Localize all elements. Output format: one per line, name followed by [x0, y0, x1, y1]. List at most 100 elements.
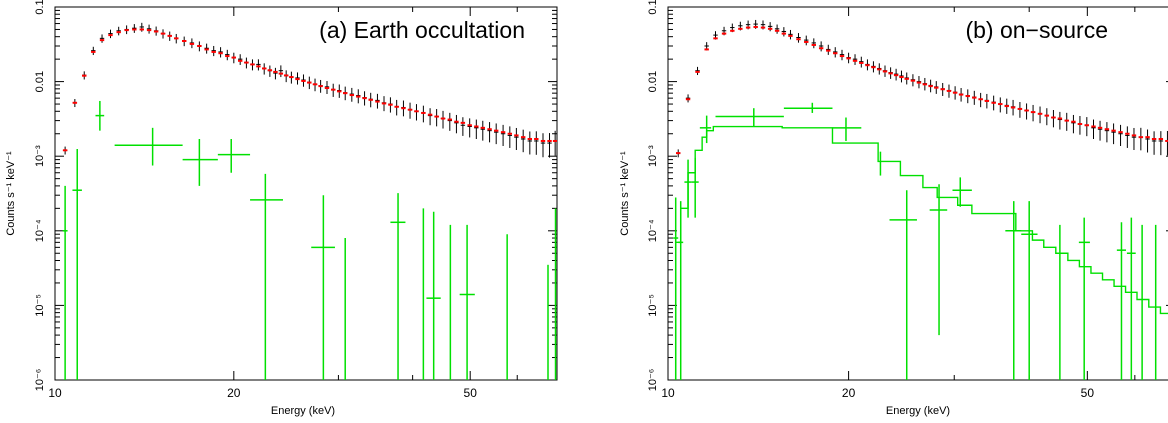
black-data-point — [818, 41, 824, 52]
black-data-point — [454, 114, 459, 134]
green-data-point — [62, 185, 68, 380]
black-data-point — [540, 133, 546, 158]
black-data-point — [421, 105, 426, 123]
x-tick-label: 10 — [661, 386, 675, 400]
y-tick-label: 10⁻⁶ — [34, 369, 46, 392]
green-data-point — [1005, 201, 1022, 380]
black-data-point — [467, 118, 472, 138]
y-tick-label: 0.01 — [647, 71, 659, 92]
green-data-point — [832, 117, 862, 141]
green-data-point — [1116, 222, 1127, 380]
green-data-point — [72, 148, 82, 380]
plot-area — [62, 22, 557, 380]
black-data-point — [547, 133, 552, 158]
black-data-point — [427, 108, 433, 126]
plot-area — [673, 19, 1168, 380]
x-axis-label: Energy (keV) — [271, 405, 335, 417]
green-data-point — [459, 224, 475, 380]
plot-frame — [667, 6, 1168, 381]
chart-panel-a: 10 20 50 10⁻⁶ 10⁻⁵ 10⁻⁴ 10⁻³ 0.01 0.1 Energy (keV… — [5, 0, 558, 417]
black-data-point — [1138, 127, 1144, 151]
black-data-point — [796, 33, 801, 43]
green-data-point — [929, 184, 948, 336]
black-data-point — [447, 112, 453, 131]
x-tick-label: 20 — [842, 386, 856, 400]
black-data-point — [788, 29, 793, 40]
y-axis-label: Counts s⁻¹ keV⁻¹ — [619, 151, 631, 236]
y-tick-label: 0.01 — [34, 71, 46, 92]
y-tick-label: 10⁻³ — [34, 145, 46, 167]
green-data-point — [250, 173, 283, 380]
black-data-point — [781, 27, 787, 37]
y-axis-label: Counts s⁻¹ keV⁻¹ — [5, 151, 17, 236]
black-data-point — [500, 124, 506, 147]
black-data-point — [1091, 119, 1096, 140]
black-data-point — [273, 67, 278, 80]
y-tick-label: 10⁻⁵ — [647, 294, 659, 317]
y-tick-label: 10⁻⁶ — [647, 369, 659, 392]
black-data-point — [527, 131, 533, 155]
black-data-point — [520, 129, 526, 153]
green-data-point — [311, 195, 335, 380]
black-data-point — [507, 126, 513, 148]
black-data-point — [278, 65, 284, 78]
black-data-point — [534, 131, 539, 155]
black-data-point — [1030, 104, 1036, 122]
black-data-point — [1037, 106, 1043, 124]
model-histogram-green — [675, 125, 1168, 380]
black-data-point — [1077, 116, 1083, 135]
y-tick-label: 10⁻⁴ — [647, 219, 659, 242]
black-data-point — [414, 104, 419, 121]
black-data-point — [480, 120, 485, 141]
black-data-point — [1084, 117, 1090, 137]
black-data-point — [1064, 112, 1069, 131]
green-data-point — [554, 208, 557, 380]
x-tick-label: 50 — [1081, 386, 1095, 400]
black-data-point — [1158, 131, 1164, 156]
black-data-point — [474, 119, 479, 140]
x-tick-label: 20 — [227, 386, 241, 400]
y-tick-label: 0.1 — [34, 0, 46, 15]
panel-label: (a) Earth occultation — [319, 17, 525, 43]
black-data-point — [493, 123, 499, 145]
green-data-point — [390, 193, 406, 380]
y-tick-label: 0.1 — [647, 0, 659, 15]
black-data-point — [804, 35, 809, 46]
chart-panel-b: 10 20 50 10⁻⁶ 10⁻⁵ 10⁻⁴ 10⁻³ 0.01 0.1 Energy (keV… — [619, 0, 1168, 417]
green-data-point — [1078, 217, 1090, 380]
black-data-point — [108, 29, 113, 39]
green-data-point — [1126, 217, 1136, 380]
y-tick-label: 10⁻³ — [647, 145, 659, 167]
green-data-point — [1021, 201, 1038, 380]
x-tick-label: 10 — [48, 386, 62, 400]
green-data-point — [783, 102, 833, 113]
black-data-point — [1111, 123, 1116, 145]
black-data-point — [1057, 111, 1063, 130]
black-data-point — [237, 54, 243, 65]
black-data-point — [116, 26, 121, 36]
black-data-point — [839, 49, 845, 61]
black-data-point — [1125, 126, 1130, 148]
green-data-point — [715, 108, 784, 127]
black-data-point — [1051, 109, 1056, 128]
black-data-point — [774, 24, 780, 34]
panel-label: (b) on−source — [965, 17, 1108, 43]
black-data-point — [487, 122, 492, 143]
y-tick-label: 10⁻⁴ — [34, 219, 46, 242]
black-data-point — [1131, 127, 1137, 151]
green-data-point — [182, 139, 218, 186]
black-data-point — [91, 46, 96, 56]
black-data-point — [99, 34, 105, 43]
black-data-point — [1071, 114, 1076, 134]
green-data-point — [114, 127, 183, 166]
black-data-point — [434, 109, 439, 127]
black-data-point — [1104, 122, 1110, 143]
black-data-point — [440, 110, 446, 129]
black-data-point — [460, 117, 466, 136]
black-data-point — [811, 38, 817, 49]
green-data-point — [952, 177, 972, 207]
black-data-point — [767, 22, 773, 32]
green-data-point — [426, 211, 441, 380]
y-tick-label: 10⁻⁵ — [34, 294, 46, 317]
